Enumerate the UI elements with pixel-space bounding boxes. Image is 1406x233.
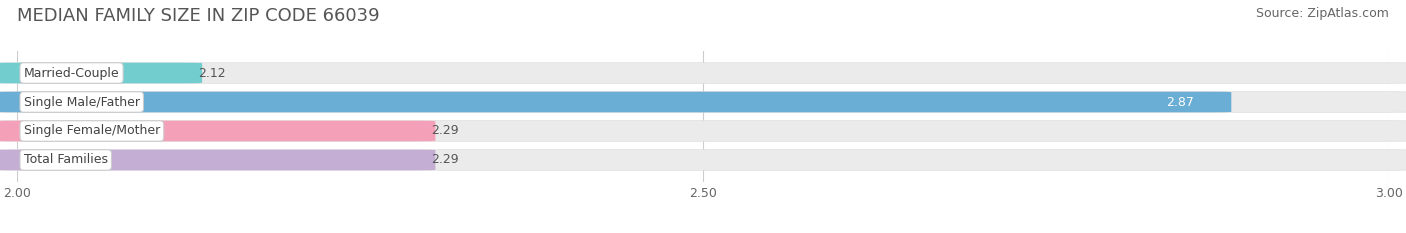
FancyBboxPatch shape <box>0 92 1406 112</box>
FancyBboxPatch shape <box>0 92 1232 112</box>
FancyBboxPatch shape <box>0 150 436 170</box>
FancyBboxPatch shape <box>0 63 202 83</box>
Text: Single Female/Mother: Single Female/Mother <box>24 124 160 137</box>
FancyBboxPatch shape <box>0 150 1406 170</box>
Text: 2.29: 2.29 <box>432 154 458 167</box>
Text: Single Male/Father: Single Male/Father <box>24 96 139 109</box>
FancyBboxPatch shape <box>0 121 1406 141</box>
Text: Married-Couple: Married-Couple <box>24 66 120 79</box>
Text: 2.29: 2.29 <box>432 124 458 137</box>
FancyBboxPatch shape <box>0 63 1406 83</box>
Text: 2.87: 2.87 <box>1167 96 1194 109</box>
FancyBboxPatch shape <box>0 121 436 141</box>
Text: Total Families: Total Families <box>24 154 108 167</box>
Text: MEDIAN FAMILY SIZE IN ZIP CODE 66039: MEDIAN FAMILY SIZE IN ZIP CODE 66039 <box>17 7 380 25</box>
Text: 2.12: 2.12 <box>198 66 225 79</box>
Text: Source: ZipAtlas.com: Source: ZipAtlas.com <box>1256 7 1389 20</box>
